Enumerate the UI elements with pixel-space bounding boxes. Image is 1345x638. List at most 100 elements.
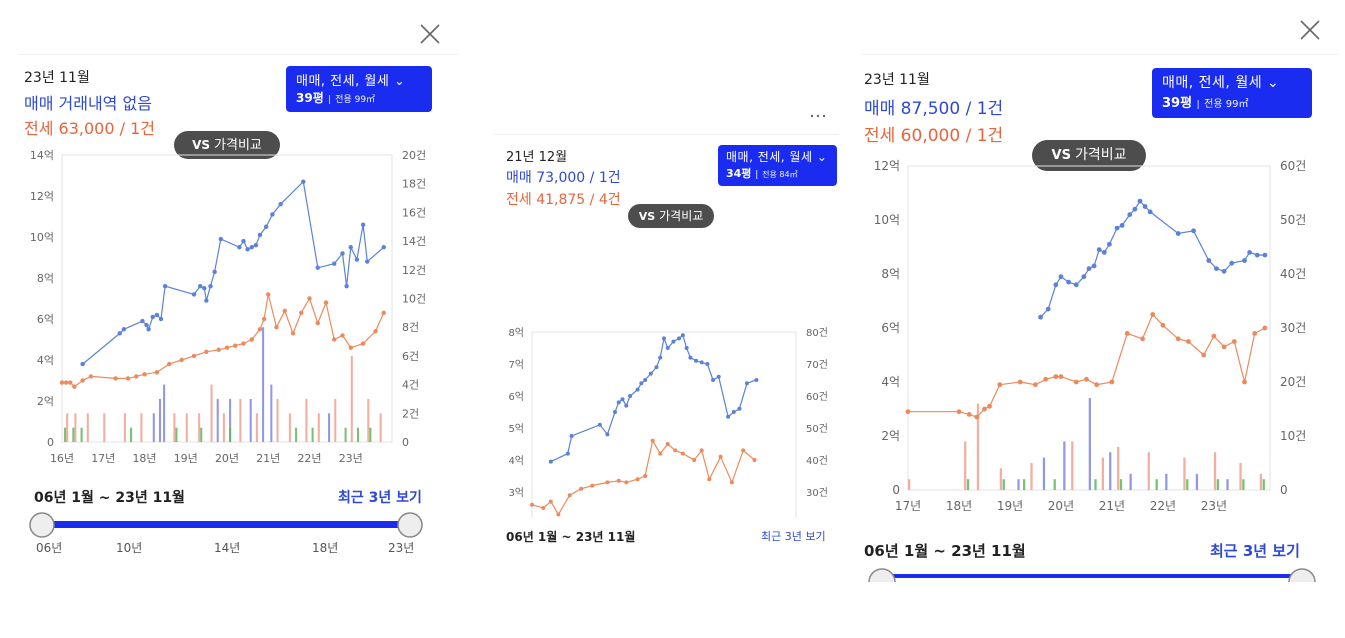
recent-3y-button[interactable]: 최근 3년 보기 [1210,542,1300,560]
sale-count-bar [1063,441,1066,490]
x-tick-label: 23년 [1201,499,1227,513]
y2-tick-label: 12건 [402,264,426,277]
rent-price-point [1231,339,1237,344]
sale-price-point [737,406,742,411]
sale-price-point [1132,206,1138,212]
sale-price-point [1114,225,1120,231]
range-label: 06년 1월 ~ 23년 11월 [34,490,185,506]
y2-tick-label: 30건 [806,487,828,499]
sale-price-point [1058,274,1064,280]
rent-price-point [579,486,584,491]
rent-price-point [956,409,962,415]
y2-tick-label: 80건 [806,327,828,339]
rent-count-bar [222,413,225,442]
y2-tick-label: 60건 [806,391,828,403]
sale-price-point [360,222,366,227]
rent-price-point [134,374,139,379]
sale-price-point [620,397,625,402]
monthly-count-bar [1186,479,1189,490]
close-icon[interactable] [418,22,442,46]
sale-count-bar [1109,452,1112,490]
rent-price-point [261,316,267,322]
rent-price-point [323,300,329,305]
y-tick-label: 2억 [37,395,54,408]
rent-price-point [72,384,77,389]
rent-price-point [1175,336,1181,342]
sale-price-point [628,394,633,398]
panel-3: 23년 11월 매매 87,500 / 1건 전세 60,000 / 1건 매매… [850,0,1345,600]
recent-3y-button[interactable]: 최근 3년 보기 [761,530,826,543]
rent-price-point [1262,325,1268,331]
sale-price-point [253,243,259,248]
period-slider[interactable]: 06년 10년 14년 18년 23년 [24,510,444,558]
sale-price-point [1081,274,1087,280]
x-tick-label: 23년 [339,452,363,465]
rent-count-bar [288,413,291,442]
rent-price-point [699,448,704,453]
menu-dots-icon[interactable] [808,110,832,122]
rent-count-bar [173,413,176,442]
rent-count-bar [305,398,308,442]
y2-tick-label: 50건 [806,423,828,435]
rent-count-bar [1213,452,1217,490]
type-selector-button[interactable]: 매매, 전세, 월세 ⌄ 39평 | 전용 99㎡ [1152,68,1312,118]
type-selector-button[interactable]: 매매, 전세, 월세 ⌄ 34평 | 전용 84㎡ [718,145,837,186]
sale-price-point [1073,282,1079,288]
sale-price-point [257,232,263,238]
rent-price-point [556,512,561,517]
rent-price-point [718,454,723,459]
plot-frame [61,154,393,443]
y2-tick-label: 10건 [1280,429,1306,443]
slider-handle-end [397,512,423,538]
sale-count-bar [1195,473,1199,490]
sale-price-point [1096,247,1102,253]
x-tick-label: 22년 [297,452,321,465]
rent-price-point [113,376,118,381]
rent-price-point [707,477,712,482]
close-icon[interactable] [1298,18,1322,42]
y2-tick-label: 50건 [1280,213,1306,227]
monthly-count-bar [229,427,232,442]
rent-price-point [381,310,386,316]
rent-price-point [665,442,670,446]
slider-tick: 14년 [214,541,240,555]
price-compare-button[interactable]: VS 가격비교 [174,131,280,159]
sale-summary: 매매 73,000 / 1건 [506,170,621,186]
sale-price-point [726,414,731,419]
rent-price-point [233,343,238,348]
y-tick-label: 0 [47,436,54,449]
sale-price-point [140,318,145,324]
sale-price-point [1247,250,1253,255]
rent-count-bar [379,413,382,442]
monthly-count-bar [64,427,67,442]
sale-count-bar [249,398,252,442]
period-slider[interactable] [860,566,1330,582]
rent-price-point [340,333,345,338]
sale-price-point [1242,258,1247,263]
sale-count-bar [262,327,265,442]
slider-track [880,574,1300,578]
rent-price-point [605,480,610,485]
sale-price-point [315,265,320,270]
sale-price-point [348,245,353,250]
monthly-count-bar [1094,479,1097,490]
type-selector-button[interactable]: 매매, 전세, 월세 ⌄ 39평 | 전용 99㎡ [286,66,432,112]
sale-price-point [665,346,670,350]
rent-price-point [643,474,648,478]
monthly-count-bar [1242,479,1245,490]
pyeong-label: 39평 [1162,96,1193,111]
sale-price-point [1214,266,1219,271]
price-compare-label: 가격비교 [659,209,704,223]
monthly-count-bar [72,427,75,442]
sale-price-point [671,339,676,344]
sale-price-point [1086,266,1092,271]
sale-price-point [381,245,386,250]
price-compare-button[interactable]: VS 가격비교 [628,204,714,228]
x-tick-label: 20년 [215,452,239,465]
monthly-count-bar [175,427,178,442]
period-label: 23년 11월 [864,72,930,88]
monthly-count-bar [1053,479,1056,490]
sale-count-bar [216,398,219,442]
recent-3y-button[interactable]: 최근 3년 보기 [338,490,422,506]
y-tick-label: 6억 [508,391,524,403]
